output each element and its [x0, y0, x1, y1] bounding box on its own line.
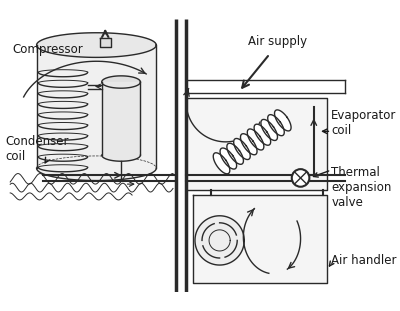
Text: Evaporator
coil: Evaporator coil [331, 109, 397, 137]
Polygon shape [268, 115, 284, 136]
Text: Thermal
expansion
valve: Thermal expansion valve [331, 166, 392, 210]
Polygon shape [36, 45, 156, 168]
Polygon shape [102, 155, 140, 161]
Polygon shape [220, 148, 237, 169]
Text: Condenser
coil: Condenser coil [6, 135, 69, 163]
Polygon shape [102, 82, 140, 155]
Polygon shape [195, 216, 244, 265]
Polygon shape [227, 143, 244, 164]
Polygon shape [100, 38, 110, 47]
Circle shape [292, 169, 309, 187]
Polygon shape [254, 124, 271, 145]
Polygon shape [193, 195, 327, 283]
Polygon shape [186, 98, 327, 190]
Polygon shape [234, 138, 250, 160]
Text: Compressor: Compressor [12, 43, 83, 56]
Polygon shape [247, 129, 264, 150]
Polygon shape [274, 110, 291, 131]
Polygon shape [102, 76, 140, 88]
Polygon shape [36, 168, 156, 181]
Text: Air supply: Air supply [248, 35, 307, 48]
Polygon shape [240, 134, 257, 155]
Polygon shape [261, 119, 278, 141]
Text: Air handler: Air handler [331, 254, 397, 267]
Polygon shape [37, 33, 156, 58]
Polygon shape [213, 153, 230, 174]
